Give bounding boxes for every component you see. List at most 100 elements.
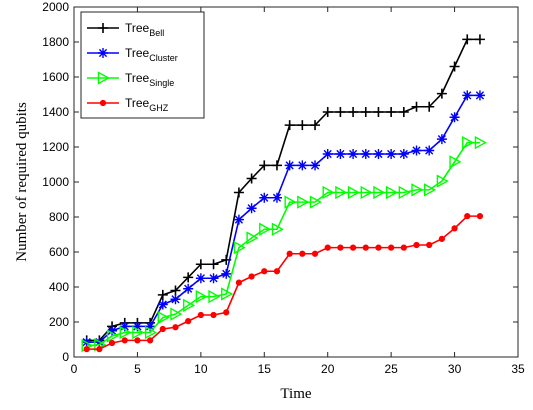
- y-tick-label: 600: [49, 245, 69, 259]
- data-point-bell: [322, 107, 333, 117]
- legend-label-cluster: TreeCluster: [125, 46, 178, 63]
- legend-item-cluster: TreeCluster: [87, 46, 178, 63]
- data-point-cluster: [335, 149, 346, 159]
- data-point-ghz: [261, 268, 268, 275]
- data-point-ghz: [83, 346, 90, 353]
- y-tick-label: 1600: [42, 70, 69, 84]
- data-point-bell: [284, 120, 295, 131]
- y-tick-label: 1000: [42, 175, 69, 189]
- data-point-single: [297, 195, 310, 209]
- series-line-bell: [86, 38, 480, 342]
- legend-label-ghz: TreeGHZ: [125, 96, 169, 113]
- data-point-bell: [233, 187, 244, 198]
- data-point-ghz: [159, 325, 166, 333]
- data-point-ghz: [197, 311, 204, 319]
- data-point-ghz: [273, 268, 281, 275]
- legend-item-bell: TreeBell: [87, 21, 164, 38]
- data-point-ghz: [349, 244, 357, 251]
- data-point-ghz: [172, 324, 179, 331]
- data-point-single: [385, 185, 399, 200]
- y-tick-label: 0: [62, 350, 69, 364]
- data-point-ghz: [362, 244, 369, 251]
- data-point-cluster: [348, 149, 359, 159]
- y-axis-title: Number of required qubits: [14, 102, 30, 262]
- legend: TreeBell TreeCluster TreeSingle TreeGHZ: [80, 11, 205, 119]
- data-point-cluster: [411, 145, 422, 156]
- data-point-ghz: [235, 279, 243, 286]
- y-tick-label: 800: [49, 210, 69, 224]
- data-point-bell: [297, 120, 308, 131]
- data-point-ghz: [426, 241, 433, 249]
- data-point-ghz: [476, 213, 484, 220]
- data-point-single: [411, 183, 424, 197]
- data-point-single: [373, 185, 386, 200]
- data-point-cluster: [259, 192, 270, 203]
- data-point-single: [309, 195, 322, 209]
- data-point-ghz: [400, 244, 407, 251]
- data-point-bell: [411, 101, 422, 112]
- y-tick-label: 400: [49, 280, 69, 294]
- data-point-ghz: [375, 244, 382, 251]
- legend-label-single: TreeSingle: [125, 71, 174, 88]
- data-point-cluster: [170, 294, 181, 305]
- data-point-ghz: [248, 273, 255, 280]
- data-point-ghz: [286, 250, 293, 257]
- data-point-cluster: [271, 192, 282, 203]
- data-point-single: [106, 329, 120, 343]
- data-point-cluster: [157, 299, 168, 310]
- legend-item-single: TreeSingle: [87, 71, 174, 88]
- data-point-bell: [373, 107, 384, 117]
- data-point-single: [271, 222, 284, 236]
- data-point-ghz: [311, 250, 319, 257]
- y-tick-label: 2000: [42, 0, 69, 14]
- data-point-cluster: [284, 160, 295, 171]
- data-point-single: [157, 310, 170, 325]
- data-point-cluster: [373, 149, 384, 159]
- x-tick-label: 15: [258, 362, 272, 376]
- data-point-single: [449, 155, 462, 169]
- data-point-single: [182, 298, 196, 313]
- data-point-single: [208, 289, 221, 304]
- data-point-cluster: [424, 145, 435, 156]
- data-point-single: [132, 325, 145, 340]
- data-point-ghz: [210, 311, 217, 319]
- data-point-bell: [474, 34, 485, 45]
- plot-frame: [73, 6, 519, 358]
- data-point-bell: [449, 61, 460, 72]
- data-point-bell: [424, 101, 435, 112]
- data-point-cluster: [474, 90, 485, 101]
- data-point-ghz: [299, 250, 306, 257]
- x-tick-label: 0: [71, 362, 78, 376]
- data-point-bell: [183, 272, 194, 283]
- data-point-ghz: [324, 244, 331, 251]
- legend-marker-bell: [98, 23, 108, 33]
- data-point-single: [347, 185, 361, 200]
- data-point-single: [246, 231, 259, 245]
- y-tick-label: 200: [49, 315, 69, 329]
- legend-marker-single: [97, 71, 110, 85]
- data-point-cluster: [310, 160, 321, 171]
- x-tick-label: 10: [194, 362, 208, 376]
- series-single: [81, 135, 487, 353]
- data-point-bell: [271, 160, 282, 171]
- data-point-bell: [386, 107, 397, 117]
- data-point-cluster: [183, 283, 194, 294]
- data-point-ghz: [96, 346, 103, 353]
- data-point-single: [259, 222, 272, 236]
- data-point-single: [474, 135, 487, 150]
- data-point-ghz: [108, 339, 116, 347]
- series-bell: [81, 34, 485, 346]
- data-point-single: [284, 195, 297, 209]
- data-point-ghz: [147, 337, 154, 344]
- data-point-single: [119, 325, 132, 340]
- data-point-cluster: [436, 134, 447, 145]
- data-point-cluster: [195, 273, 206, 284]
- x-tick-label: 30: [448, 362, 462, 376]
- data-point-bell: [170, 285, 181, 296]
- data-point-cluster: [462, 90, 473, 101]
- series-group: [81, 34, 487, 353]
- data-point-single: [335, 185, 348, 200]
- data-point-ghz: [223, 309, 230, 316]
- x-tick-label: 20: [321, 362, 335, 376]
